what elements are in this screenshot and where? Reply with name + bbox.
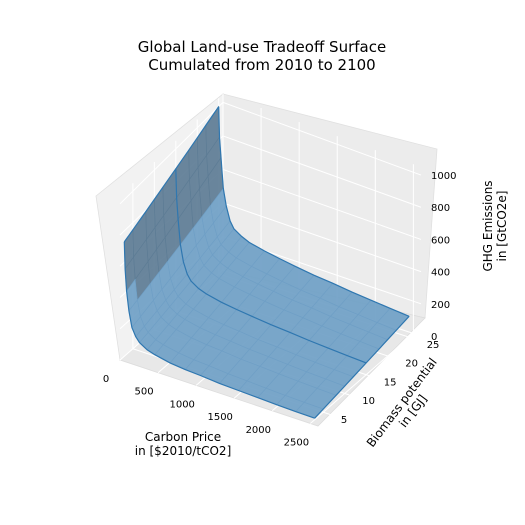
surface-edge-left [123, 106, 220, 243]
tick-labels: 0500100015002000250051015202502004006008… [103, 171, 457, 449]
grid-line-z [119, 101, 422, 205]
x-tick-label: 1500 [207, 412, 232, 423]
z-axis-label-line: GHG Emissions [481, 180, 495, 271]
y-axis-label-line: Biomass potential [364, 355, 440, 449]
surface-contour-mid [175, 168, 367, 364]
x-axis-label-line: Carbon Price [145, 430, 221, 444]
surface-plot [123, 105, 410, 419]
title-line-2: Cumulated from 2010 to 2100 [148, 56, 375, 74]
z-axis-label: GHG Emissions in [GtCO2e] [481, 180, 509, 271]
y-tick-label: 15 [384, 377, 397, 388]
y-tick-label: 20 [405, 359, 418, 370]
y-tick-label: 10 [362, 396, 375, 407]
z-tick-label: 200 [431, 300, 450, 311]
x-tick-label: 2000 [246, 425, 271, 436]
chart-title: Global Land-use Tradeoff Surface Cumulat… [138, 38, 386, 74]
surface-edge-right [314, 315, 410, 419]
x-tick-label: 2500 [284, 438, 309, 449]
x-axis-label-line: in [$2010/tCO2] [135, 444, 232, 458]
x-tick-label: 0 [103, 374, 109, 385]
y-tick-label: 25 [427, 340, 440, 351]
surface-edge-front [123, 241, 315, 419]
z-tick-label: 400 [431, 268, 450, 279]
y-tick-label: 5 [341, 415, 347, 426]
x-tick-label: 500 [135, 387, 154, 398]
title-line-1: Global Land-use Tradeoff Surface [138, 38, 386, 56]
z-tick-label: 1000 [431, 171, 456, 182]
x-tick-label: 1000 [169, 399, 194, 410]
z-tick-label: 0 [431, 332, 437, 343]
z-tick-label: 800 [431, 203, 450, 214]
z-tick-label: 600 [431, 235, 450, 246]
z-axis-label-line: in [GtCO2e] [495, 191, 509, 262]
surface-edge-back [218, 106, 410, 317]
